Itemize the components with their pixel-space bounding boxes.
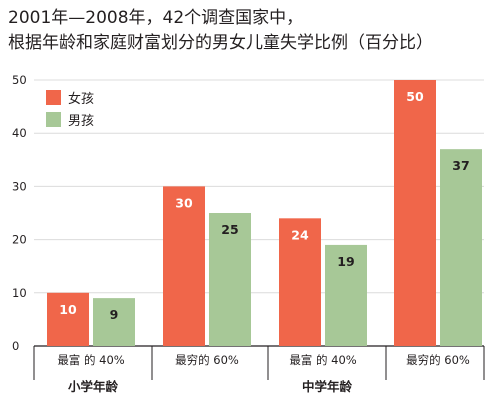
bar-female	[47, 292, 89, 346]
group-label: 小学年龄	[67, 379, 119, 394]
data-label: 10	[59, 302, 77, 317]
bar-female	[163, 186, 205, 346]
bar-male	[209, 213, 251, 346]
bar-female	[279, 218, 321, 346]
y-tick-label: 40	[12, 126, 27, 140]
y-tick-label: 0	[12, 339, 19, 353]
x-tick-label: 最穷的 60%	[406, 353, 470, 367]
data-label: 50	[406, 89, 424, 104]
y-tick-label: 30	[12, 179, 27, 193]
chart-title: 2001年—2008年，42个调查国家中， 根据年龄和家庭财富划分的男女儿童失学…	[8, 6, 493, 56]
legend-label: 女孩	[68, 91, 94, 107]
y-tick-label: 20	[12, 233, 27, 247]
data-label: 9	[110, 307, 119, 322]
chart-title-line-1: 2001年—2008年，42个调查国家中，	[8, 8, 304, 28]
bar-female	[394, 80, 436, 346]
legend-swatch	[46, 90, 61, 105]
group-label: 中学年龄	[302, 379, 353, 394]
legend-swatch	[46, 112, 61, 127]
data-label: 25	[221, 222, 238, 237]
x-tick-label: 最穷的 60%	[175, 353, 239, 367]
bar-male	[325, 244, 367, 346]
data-label: 24	[291, 227, 309, 242]
data-label: 19	[337, 254, 354, 269]
legend-label: 男孩	[68, 114, 94, 129]
data-label: 37	[452, 158, 469, 173]
x-tick-label: 最富 的 40%	[57, 353, 124, 367]
x-tick-label: 最富 的 40%	[289, 353, 356, 367]
bar-male	[440, 149, 482, 346]
bar-male	[93, 298, 135, 346]
y-tick-label: 50	[12, 73, 27, 87]
data-label: 30	[175, 195, 193, 210]
chart-title-line-2: 根据年龄和家庭财富划分的男女儿童失学比例（百分比）	[8, 33, 433, 53]
y-tick-label: 10	[12, 286, 27, 300]
